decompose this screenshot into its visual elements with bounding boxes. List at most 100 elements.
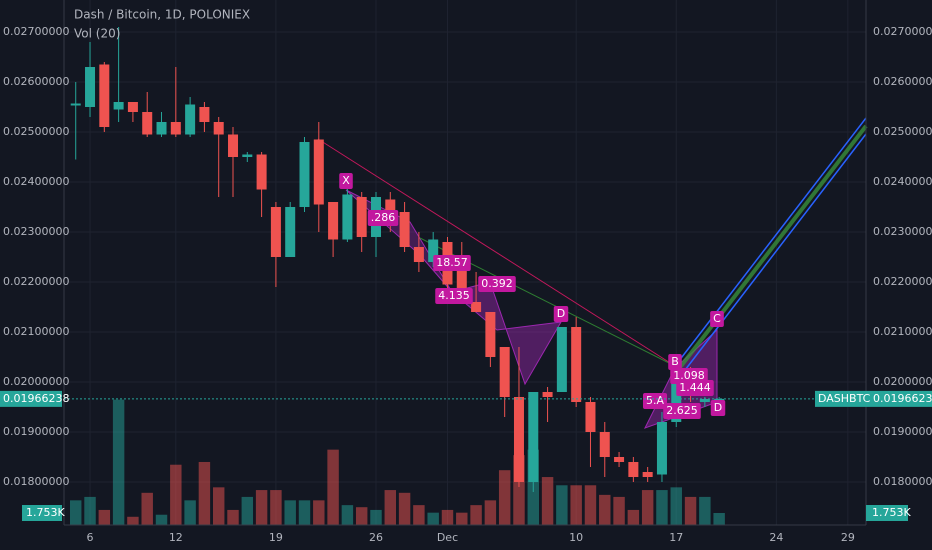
pattern-label-text: X <box>342 174 350 187</box>
volume-bar <box>699 496 711 525</box>
x-tick-label: 29 <box>841 531 855 544</box>
candle-body <box>528 392 539 482</box>
pattern-label: 5.A <box>642 393 668 409</box>
pattern-label-bg <box>553 306 569 322</box>
candle-body <box>699 399 710 402</box>
candle-body <box>599 432 610 457</box>
x-tick-label: 24 <box>769 531 783 544</box>
volume-label-bg <box>866 505 908 521</box>
pattern-label-bg <box>710 311 724 327</box>
volume-bar <box>670 487 682 525</box>
y-tick-label: 0.02500000 <box>873 125 932 138</box>
candle-body <box>228 134 239 157</box>
candle-body <box>385 199 396 212</box>
candle-body <box>156 122 167 135</box>
candle-body <box>628 462 639 477</box>
pattern-label-bg <box>710 400 726 416</box>
pattern-label: 18.57 <box>433 255 471 271</box>
y-tick-label: 0.02700000 <box>873 25 932 38</box>
candle-body <box>356 197 367 237</box>
y-tick-label: 0.02200000 <box>3 275 69 288</box>
candle-body <box>185 104 196 135</box>
pattern-label: .286 <box>367 210 399 226</box>
candle-body <box>299 142 310 207</box>
volume-bar <box>398 492 411 525</box>
pattern-label-text: B <box>671 355 679 368</box>
channel-line <box>674 117 867 367</box>
volume-bar <box>498 470 511 525</box>
candle-body <box>399 212 410 247</box>
x-tick-label: Dec <box>437 531 458 544</box>
pattern-label-text: 1.098 <box>673 369 705 382</box>
volume-bar <box>384 490 397 525</box>
candle-body <box>142 112 153 135</box>
candle-body <box>127 102 138 112</box>
volume-bar <box>184 500 196 525</box>
pattern-label: 4.135 <box>435 288 473 304</box>
x-tick-label: 6 <box>87 531 94 544</box>
y-tick-label: 0.01900000 <box>873 425 932 438</box>
pattern-label-text: C <box>713 312 721 325</box>
pattern-label-text: 0.392 <box>481 277 513 290</box>
candle-body <box>456 267 467 292</box>
candle-body <box>256 154 267 190</box>
volume-bar <box>198 461 211 525</box>
candle-body <box>70 103 81 106</box>
x-tick-label: 26 <box>369 531 383 544</box>
x-tick-label: 19 <box>269 531 283 544</box>
volume-bar <box>170 464 182 525</box>
volume-pane <box>70 399 725 525</box>
volume-bar <box>255 490 268 525</box>
y-tick-label: 0.02400000 <box>3 175 69 188</box>
volume-bar <box>641 490 654 525</box>
candle-body <box>413 247 424 262</box>
y-tick-label: 0.02600000 <box>3 75 69 88</box>
candle-body <box>285 207 296 257</box>
price-label: 0.01966238 <box>3 392 69 405</box>
volume-bar <box>127 516 139 525</box>
pattern-label-bg <box>478 276 516 292</box>
pattern-label-text: 1.444 <box>679 381 711 394</box>
chart-title: Dash / Bitcoin, 1D, POLONIEX <box>74 8 250 22</box>
volume-bar <box>441 509 454 525</box>
trend-line <box>317 138 676 367</box>
candle-body <box>614 457 625 462</box>
y-tick-label: 0.02000000 <box>3 375 69 388</box>
volume-bar <box>484 500 497 525</box>
y-tick-label: 0.02100000 <box>873 325 932 338</box>
volume-bar <box>456 512 468 525</box>
volume-bar <box>470 505 482 525</box>
y-tick-label: 0.01800000 <box>873 475 932 488</box>
candle-body <box>213 122 224 135</box>
pattern-label-text: .286 <box>371 211 396 224</box>
candle-body <box>656 422 667 475</box>
volume-bar <box>413 505 425 525</box>
pattern-label-bg <box>435 288 473 304</box>
symbol-label: DASHBTC <box>818 392 871 405</box>
volume-bar <box>270 490 282 525</box>
volume-bar <box>599 494 611 525</box>
pattern-label: X <box>339 173 353 189</box>
candle-body <box>313 139 324 205</box>
candle-body <box>585 402 596 432</box>
candle-body <box>428 239 439 262</box>
candle-body <box>485 312 496 357</box>
volume-bar <box>284 500 296 525</box>
candle-body <box>270 207 281 257</box>
volume-bar <box>341 505 354 525</box>
candle-body <box>328 202 339 240</box>
x-tick-label: 17 <box>669 531 683 544</box>
y-tick-label: 0.02500000 <box>3 125 69 138</box>
volume-bar <box>141 492 153 525</box>
price-label-bg <box>815 390 932 407</box>
y-tick-label: 0.01800000 <box>3 475 69 488</box>
channel-line <box>681 133 867 375</box>
y-tick-label: 0.02600000 <box>873 75 932 88</box>
y-tick-label: 0.01900000 <box>3 425 69 438</box>
time-axis <box>0 525 932 550</box>
volume-bar <box>541 477 554 525</box>
volume-bar <box>241 496 254 525</box>
candle-body <box>513 397 524 482</box>
